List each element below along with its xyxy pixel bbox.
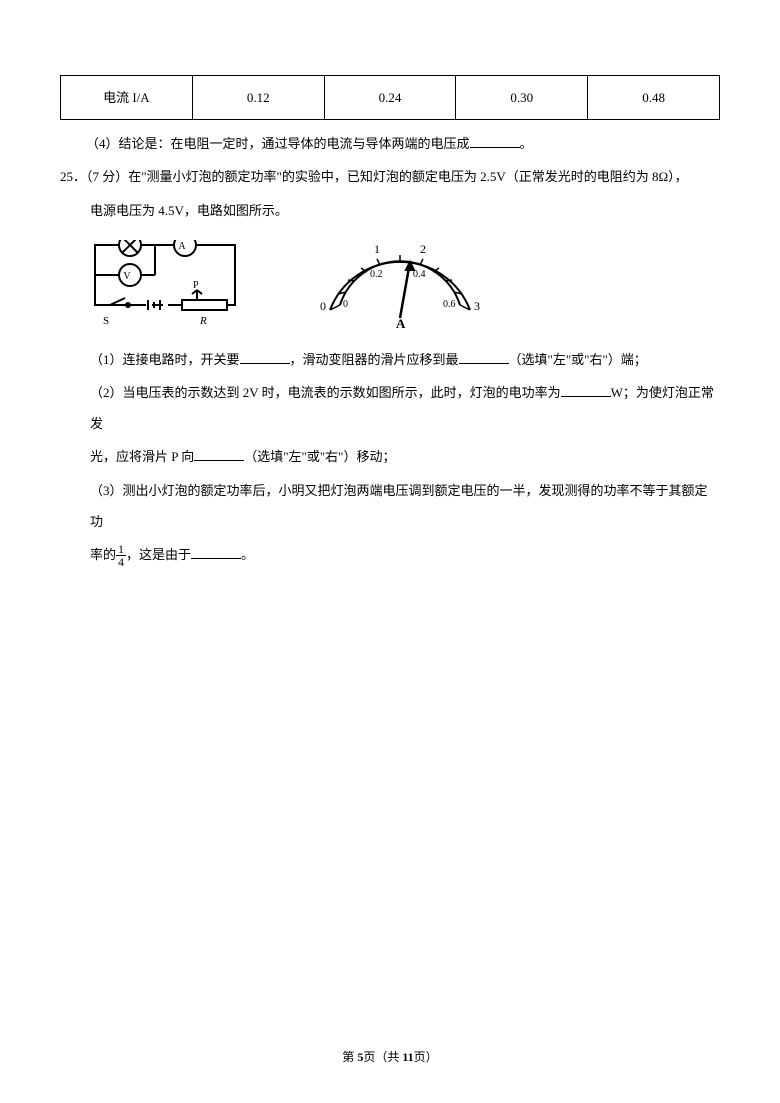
blank-field bbox=[470, 135, 520, 148]
page-content: 电流 I/A 0.12 0.24 0.30 0.48 （4）结论是：在电阻一定时… bbox=[60, 75, 720, 570]
q24-item4-end: 。 bbox=[520, 136, 533, 151]
q25-item3-line2: 率的14，这是由于 。 bbox=[90, 539, 720, 570]
fraction-one-quarter: 14 bbox=[116, 543, 126, 568]
q25-intro2-text: 电源电压为 4.5V，电路如图所示。 bbox=[90, 203, 288, 218]
blank-field bbox=[561, 384, 611, 397]
ammeter-label: A bbox=[178, 241, 186, 252]
page-footer: 第 5页（共 11页） bbox=[0, 1048, 780, 1065]
blank-field bbox=[240, 351, 290, 364]
blank-field bbox=[191, 546, 241, 559]
q25-3b: 率的 bbox=[90, 547, 116, 562]
rheostat-r-label: R bbox=[199, 315, 207, 327]
blank-field bbox=[194, 448, 244, 461]
q25-1a: （1）连接电路时，开关要 bbox=[90, 352, 240, 367]
q25-1b: ，滑动变阻器的滑片应移到最 bbox=[290, 352, 459, 367]
q25-intro-line2: 电源电压为 4.5V，电路如图所示。 bbox=[60, 195, 720, 226]
q25-item2-line2: 光，应将滑片 P 向 （选填"左"或"右"）移动； bbox=[90, 441, 720, 472]
switch-label: S bbox=[103, 315, 109, 327]
current-data-table: 电流 I/A 0.12 0.24 0.30 0.48 bbox=[60, 75, 720, 120]
q24-item4-text: （4）结论是：在电阻一定时，通过导体的电流与导体两端的电压成 bbox=[86, 136, 470, 151]
q25-item3-line1: （3）测出小灯泡的额定功率后，小明又把灯泡两端电压调到额定电压的一半，发现测得的… bbox=[90, 475, 720, 537]
rheostat-p-label: P bbox=[193, 280, 199, 291]
q25-2d: （选填"左"或"右"）移动； bbox=[244, 449, 395, 464]
table-row: 电流 I/A 0.12 0.24 0.30 0.48 bbox=[61, 76, 720, 120]
dial-top-2: 2 bbox=[420, 242, 426, 256]
dial-top-3: 3 bbox=[474, 299, 480, 313]
q25-intro1-text: 25．（7 分）在"测量小灯泡的额定功率"的实验中，已知灯泡的额定电压为 2.5… bbox=[60, 169, 688, 184]
footer-suffix: 页） bbox=[414, 1050, 438, 1064]
q25-3c: ，这是由于 bbox=[126, 547, 191, 562]
dial-bot-1: 0.2 bbox=[370, 269, 383, 280]
footer-total: 11 bbox=[402, 1050, 413, 1064]
q25-3d: 。 bbox=[241, 547, 254, 562]
q25-items: （1）连接电路时，开关要 ，滑动变阻器的滑片应移到最 （选填"左"或"右"）端； （… bbox=[60, 344, 720, 570]
q25-3a: （3）测出小灯泡的额定功率后，小明又把灯泡两端电压调到额定电压的一半，发现测得的… bbox=[90, 483, 708, 529]
ammeter-dial-figure: 0 1 2 3 0 0.2 0.4 0.6 A bbox=[310, 240, 490, 330]
q25-2c: 光，应将滑片 P 向 bbox=[90, 449, 194, 464]
q25-2a: （2）当电压表的示数达到 2V 时，电流表的示数如图所示，此时，灯泡的电功率为 bbox=[90, 385, 561, 400]
q25-intro-line1: 25．（7 分）在"测量小灯泡的额定功率"的实验中，已知灯泡的额定电压为 2.5… bbox=[60, 161, 720, 192]
q25-item2-line1: （2）当电压表的示数达到 2V 时，电流表的示数如图所示，此时，灯泡的电功率为W… bbox=[90, 377, 720, 439]
table-header-cell: 电流 I/A bbox=[61, 76, 193, 120]
dial-unit-label: A bbox=[396, 316, 406, 330]
table-cell: 0.48 bbox=[588, 76, 720, 120]
dial-top-1: 1 bbox=[374, 242, 380, 256]
footer-prefix: 第 bbox=[342, 1050, 357, 1064]
voltmeter-label: V bbox=[123, 271, 131, 282]
figures-row: L A V S P R bbox=[90, 240, 720, 330]
dial-bot-2: 0.4 bbox=[413, 269, 426, 280]
blank-field bbox=[459, 351, 509, 364]
circuit-diagram: L A V S P R bbox=[90, 240, 240, 330]
q25-1c: （选填"左"或"右"）端； bbox=[509, 352, 647, 367]
q24-item4: （4）结论是：在电阻一定时，通过导体的电流与导体两端的电压成 。 bbox=[60, 128, 720, 159]
table-cell: 0.12 bbox=[192, 76, 324, 120]
q25-item1: （1）连接电路时，开关要 ，滑动变阻器的滑片应移到最 （选填"左"或"右"）端； bbox=[90, 344, 720, 375]
footer-mid: 页（共 bbox=[363, 1050, 402, 1064]
dial-bot-0: 0 bbox=[343, 299, 348, 310]
dial-bot-3: 0.6 bbox=[443, 299, 456, 310]
fraction-den: 4 bbox=[116, 556, 126, 568]
table-cell: 0.30 bbox=[456, 76, 588, 120]
dial-top-0: 0 bbox=[320, 299, 326, 313]
table-cell: 0.24 bbox=[324, 76, 456, 120]
